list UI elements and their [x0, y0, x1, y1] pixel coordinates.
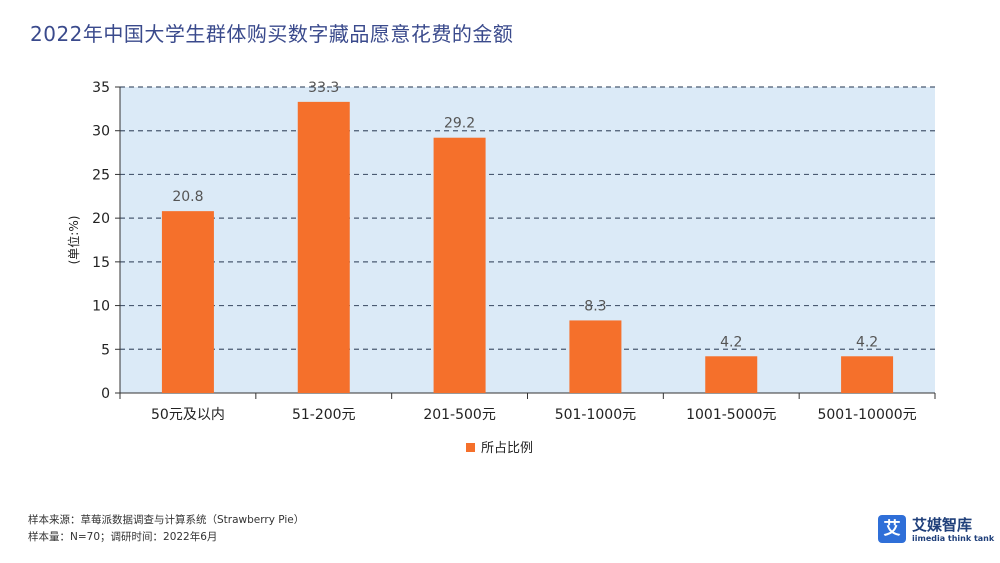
data-label: 4.2 — [856, 334, 878, 350]
sample-note: 样本量：N=70；调研时间：2022年6月 — [28, 531, 218, 543]
gridlines — [120, 86, 935, 350]
y-tick-label: 5 — [101, 342, 110, 358]
x-tick-label: 5001-10000元 — [817, 407, 916, 423]
x-tick-labels: 50元及以内 51-200元 201-500元 501-1000元 1001-5000元… — [151, 407, 917, 423]
data-label: 20.8 — [172, 189, 203, 205]
y-tick-label: 35 — [92, 80, 110, 96]
source-note: 样本来源：草莓派数据调查与计算系统（Strawberry Pie） — [28, 514, 305, 526]
x-tick-label: 50元及以内 — [151, 407, 225, 423]
logo-subtitle: iimedia think tank — [912, 534, 995, 543]
bar — [705, 356, 758, 393]
data-labels: 20.8 33.3 29.2 8.3 4.2 4.2 — [172, 80, 878, 350]
bar — [841, 356, 894, 393]
bar — [433, 137, 486, 393]
legend: 所占比例 — [466, 441, 533, 456]
x-tick-label: 1001-5000元 — [686, 407, 776, 423]
brand-logo: 艾 艾媒智库 iimedia think tank — [878, 515, 994, 549]
logo-name: 艾媒智库 — [912, 516, 973, 534]
legend-label: 所占比例 — [481, 441, 533, 456]
y-tick-label: 15 — [92, 255, 110, 271]
x-tick-label: 201-500元 — [423, 407, 496, 423]
y-axis-label: (单位:%) — [66, 216, 81, 265]
axes — [115, 86, 936, 399]
bars — [161, 101, 894, 393]
bar — [569, 320, 622, 393]
y-tick-label: 10 — [92, 299, 110, 315]
y-tick-label: 25 — [92, 167, 110, 183]
bar — [161, 211, 214, 393]
x-tick-label: 51-200元 — [292, 407, 356, 423]
x-tick-label: 501-1000元 — [555, 407, 636, 423]
logo-icon: 艾 — [878, 515, 906, 543]
chart-title: 2022年中国大学生群体购买数字藏品愿意花费的金额 — [30, 22, 514, 46]
data-label: 8.3 — [584, 298, 606, 314]
plot-area — [120, 87, 935, 393]
data-label: 4.2 — [720, 334, 742, 350]
y-tick-label: 20 — [92, 211, 110, 227]
data-label: 33.3 — [308, 80, 339, 96]
y-tick-label: 0 — [101, 386, 110, 402]
bar — [297, 101, 350, 393]
legend-swatch — [466, 443, 475, 452]
y-tick-labels: 0 5 10 15 20 25 30 35 — [92, 80, 110, 402]
y-tick-label: 30 — [92, 124, 110, 140]
data-label: 29.2 — [444, 116, 475, 132]
